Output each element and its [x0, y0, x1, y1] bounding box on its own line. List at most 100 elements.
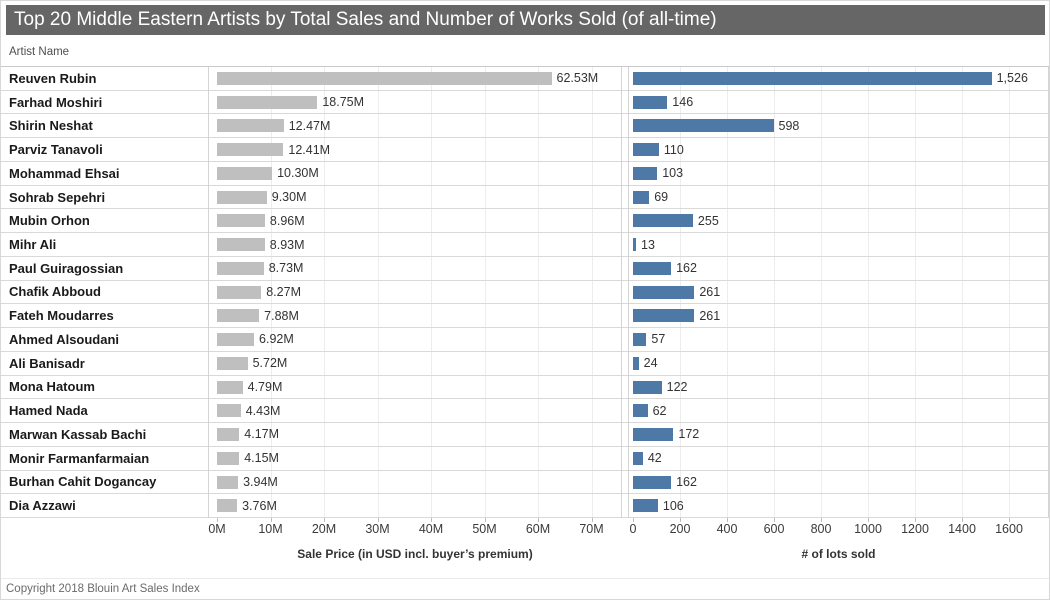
table-row: Mihr Ali 8.93M 13 [1, 233, 1049, 257]
lots-sold-value-label: 13 [641, 237, 655, 252]
sale-price-value-label: 12.41M [288, 142, 331, 157]
lots-sold-bar[interactable] [633, 95, 668, 109]
artist-name-label[interactable]: Chafik Abboud [9, 284, 101, 300]
sale-price-value-label: 12.47M [288, 118, 331, 133]
sale-price-bar[interactable] [217, 72, 552, 85]
lots-sold-bar[interactable] [633, 72, 992, 85]
panel-divider-sale-right [621, 67, 622, 518]
artist-name-label[interactable]: Marwan Kassab Bachi [9, 426, 147, 442]
table-row: Reuven Rubin 62.53M 1,526 [1, 67, 1049, 91]
sale-price-bar[interactable] [217, 356, 248, 370]
lots-sold-bar[interactable] [633, 451, 643, 465]
table-row: Sohrab Sepehri 9.30M 69 [1, 186, 1049, 210]
gridline [270, 67, 272, 518]
artist-name-label[interactable]: Ali Banisadr [9, 355, 85, 371]
axis-tick-mark [324, 518, 325, 522]
lots-sold-bar[interactable] [633, 428, 674, 442]
sale-price-bar[interactable] [217, 238, 265, 252]
table-row: Burhan Cahit Dogancay 3.94M 162 [1, 471, 1049, 495]
artist-name-label[interactable]: Mohammad Ehsai [9, 165, 120, 181]
sale-price-bar[interactable] [217, 309, 260, 323]
sale-price-bar[interactable] [217, 333, 255, 347]
lots-sold-value-label: 106 [662, 498, 684, 513]
lots-sold-bar[interactable] [633, 309, 695, 323]
axis-tick-label: 200 [669, 522, 691, 536]
sale-price-bar[interactable] [217, 380, 243, 394]
lots-sold-bar[interactable] [633, 285, 695, 299]
lots-sold-bar[interactable] [633, 356, 639, 370]
artist-name-label[interactable]: Dia Azzawi [9, 498, 76, 514]
artist-name-label[interactable]: Reuven Rubin [9, 70, 97, 86]
artist-name-label[interactable]: Monir Farmanfarmaian [9, 450, 150, 466]
artist-name-label[interactable]: Hamed Nada [9, 403, 88, 419]
lots-sold-bar[interactable] [633, 499, 658, 513]
artist-name-label[interactable]: Farhad Moshiri [9, 94, 103, 110]
lots-sold-value-label: 24 [643, 356, 658, 371]
lots-sold-bar[interactable] [633, 261, 672, 275]
lots-sold-bar[interactable] [633, 475, 672, 489]
axis-tick-label: 30M [365, 522, 390, 536]
lots-sold-value-label: 110 [663, 142, 684, 157]
sale-price-bar[interactable] [217, 475, 239, 489]
sale-price-bar[interactable] [217, 261, 264, 275]
axis-tick-mark [217, 518, 218, 522]
sale-price-bar[interactable] [217, 119, 284, 133]
lots-sold-value-label: 261 [699, 284, 721, 299]
artist-name-label[interactable]: Shirin Neshat [9, 118, 93, 134]
sale-price-bar[interactable] [217, 428, 240, 442]
sale-price-bar[interactable] [217, 499, 238, 513]
artist-name-label[interactable]: Mihr Ali [9, 237, 57, 253]
artist-name-label[interactable]: Sohrab Sepehri [9, 189, 106, 205]
gridline [591, 67, 593, 518]
lots-sold-bar[interactable] [633, 143, 659, 157]
table-row: Chafik Abboud 8.27M 261 [1, 281, 1049, 305]
axis-tick-label: 50M [472, 522, 497, 536]
table-row: Ali Banisadr 5.72M 24 [1, 352, 1049, 376]
axis-tick-mark [484, 518, 486, 522]
sale-price-bar[interactable] [217, 451, 240, 465]
lots-sold-bar[interactable] [633, 214, 693, 228]
lots-sold-bar[interactable] [633, 190, 650, 204]
sale-price-bar[interactable] [217, 95, 318, 109]
table-row: Fateh Moudarres 7.88M 261 [1, 304, 1049, 329]
artist-name-label[interactable]: Paul Guiragossian [9, 260, 124, 276]
artist-name-label[interactable]: Parviz Tanavoli [9, 142, 103, 158]
axis-tick-mark [727, 518, 728, 522]
axis-title-lots-sold: # of lots sold [801, 547, 876, 561]
sale-price-bar[interactable] [217, 214, 265, 228]
lots-sold-bar[interactable] [633, 238, 637, 252]
lots-sold-bar[interactable] [633, 166, 658, 180]
artist-name-label[interactable]: Mubin Orhon [9, 213, 90, 229]
gridline [774, 67, 775, 518]
axis-tick-mark [915, 518, 916, 522]
sale-price-value-label: 3.94M [243, 474, 278, 489]
lots-sold-bar[interactable] [633, 119, 774, 133]
lots-sold-bar[interactable] [633, 404, 648, 418]
lots-sold-value-label: 255 [697, 213, 719, 228]
gridline [915, 67, 916, 518]
lots-sold-value-label: 1,526 [996, 71, 1028, 86]
sale-price-bar[interactable] [217, 143, 284, 157]
artist-name-label[interactable]: Mona Hatoum [9, 379, 95, 395]
lots-sold-value-label: 122 [666, 379, 688, 394]
sale-price-bar[interactable] [217, 166, 273, 180]
sale-price-value-label: 8.73M [268, 261, 304, 276]
caption-divider [1, 578, 1049, 579]
lots-sold-bar[interactable] [633, 380, 662, 394]
axis-tick-label: 1200 [901, 522, 929, 536]
sale-price-value-label: 4.79M [247, 379, 283, 394]
table-row: Paul Guiragossian 8.73M 162 [1, 257, 1049, 281]
lots-sold-value-label: 103 [662, 166, 684, 181]
sale-price-bar[interactable] [217, 285, 262, 299]
lots-sold-value-label: 162 [676, 474, 697, 489]
axis-tick-label: 600 [763, 522, 785, 536]
artist-name-label[interactable]: Burhan Cahit Dogancay [9, 474, 157, 490]
sale-price-bar[interactable] [217, 404, 241, 418]
gridline [821, 67, 822, 518]
table-row: Dia Azzawi 3.76M 106 [1, 494, 1049, 518]
artist-name-label[interactable]: Ahmed Alsoudani [9, 331, 120, 347]
sale-price-bar[interactable] [217, 190, 267, 204]
lots-sold-bar[interactable] [633, 333, 647, 347]
lots-sold-value-label: 42 [647, 451, 662, 466]
artist-name-label[interactable]: Fateh Moudarres [9, 308, 114, 324]
